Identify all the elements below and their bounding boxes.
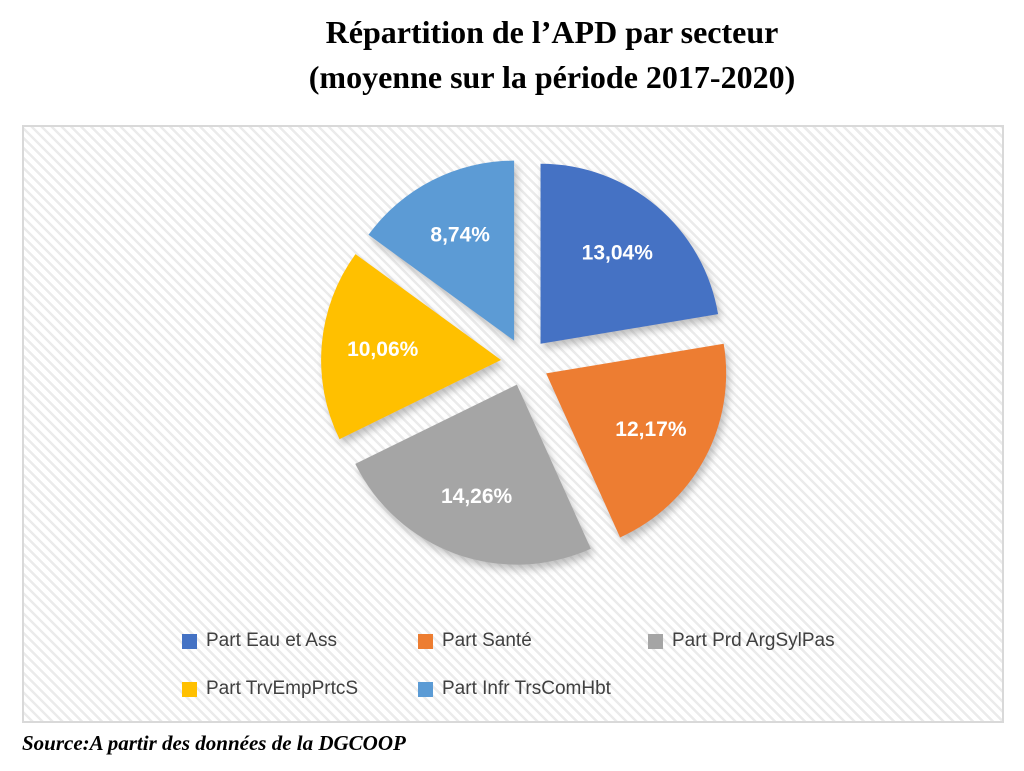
plot-area: 13,04% 12,17% 14,26% 10,06% 8,74% Part Eau e… (22, 125, 1004, 723)
pie-slice-4 (321, 254, 502, 440)
legend-item: Part Prd ArgSylPas (648, 630, 835, 652)
pie-slice-value-label: 10,06% (347, 338, 419, 361)
chart-title-line1: Répartition de l’APD par secteur (325, 14, 779, 50)
legend-label: Part Prd ArgSylPas (672, 630, 835, 651)
chart-title: Répartition de l’APD par secteur (moyenn… (80, 10, 1024, 100)
legend-item: Part Eau et Ass (182, 630, 337, 652)
legend-swatch-icon (648, 633, 663, 649)
pie-slice-value-label: 8,74% (430, 223, 490, 246)
pie-slice-5 (368, 160, 515, 341)
pie-slice-value-label: 14,26% (441, 485, 513, 508)
pie-chart: 13,04% 12,17% 14,26% 10,06% 8,74% (321, 160, 727, 565)
source-note: Source:A partir des données de la DGCOOP (22, 731, 406, 755)
legend-label: Part Eau et Ass (206, 630, 337, 651)
legend-item: Part TrvEmpPrtcS (182, 678, 358, 700)
legend-label: Part Infr TrsComHbt (442, 678, 611, 699)
legend-item: Part Infr TrsComHbt (418, 678, 611, 700)
legend-item: Part Santé (418, 630, 532, 652)
pie-slice-value-label: 13,04% (582, 242, 654, 265)
chart-title-line2: (moyenne sur la période 2017-2020) (308, 59, 796, 95)
legend-label: Part TrvEmpPrtcS (206, 678, 359, 699)
pie-slice-3 (355, 384, 591, 565)
legend-label: Part Santé (442, 630, 532, 651)
legend-swatch-icon (418, 681, 433, 697)
legend-swatch-icon (182, 633, 197, 649)
pie-slice-2 (546, 343, 727, 538)
pie-slice-1 (540, 163, 719, 344)
legend-swatch-icon (418, 633, 433, 649)
pie-slice-value-label: 12,17% (615, 418, 687, 441)
legend-swatch-icon (182, 681, 197, 697)
